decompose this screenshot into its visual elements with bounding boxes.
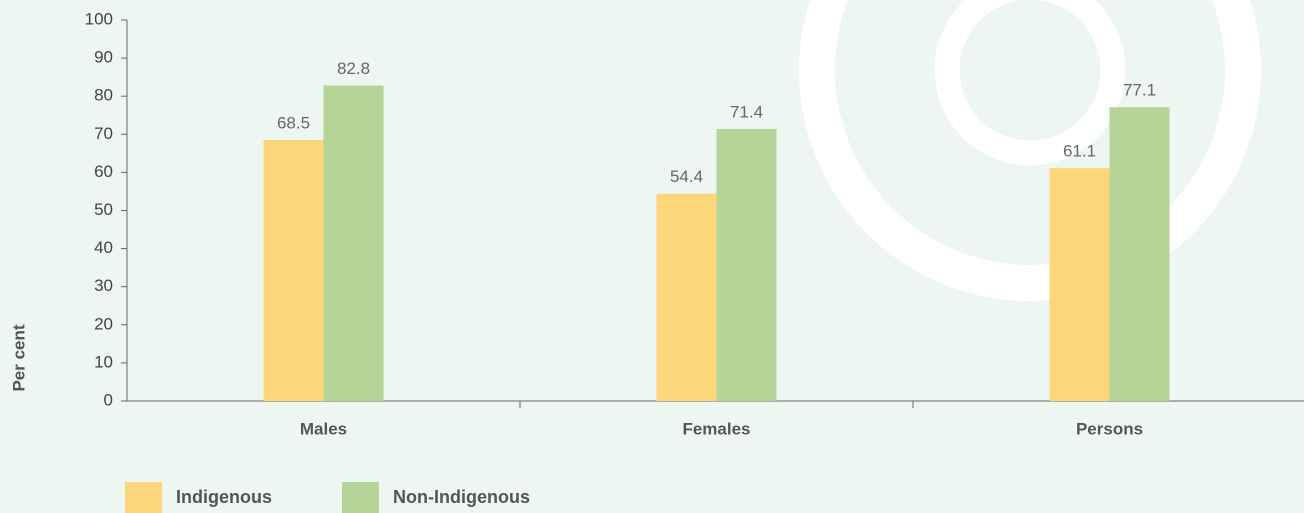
legend-label: Indigenous: [176, 487, 272, 507]
y-tick-label: 90: [94, 48, 113, 67]
bar: [263, 140, 324, 401]
data-label: 61.1: [1063, 142, 1096, 161]
x-tick-label: Females: [682, 419, 750, 438]
bar: [1109, 107, 1170, 402]
data-label: 54.4: [670, 167, 703, 186]
y-tick-label: 20: [94, 314, 113, 333]
data-label: 71.4: [730, 102, 763, 121]
bar: [1049, 168, 1110, 401]
bar: [716, 128, 777, 401]
legend-swatch: [342, 482, 379, 513]
y-tick-label: 30: [94, 276, 113, 295]
y-tick-label: 80: [94, 86, 113, 105]
y-tick-label: 50: [94, 200, 113, 219]
ring: [934, 0, 1126, 166]
ring: [799, 0, 1261, 301]
y-tick-label: 10: [94, 352, 113, 371]
y-tick-label: 0: [104, 390, 113, 409]
data-label: 77.1: [1123, 81, 1156, 100]
y-tick-label: 60: [94, 162, 113, 181]
y-tick-label: 70: [94, 124, 113, 143]
x-tick-label: Males: [300, 419, 347, 438]
bar: [323, 85, 384, 402]
data-label: 82.8: [337, 59, 370, 78]
data-label: 68.5: [277, 113, 310, 132]
y-axis-label: Per cent: [9, 324, 28, 391]
bar: [656, 193, 717, 401]
y-tick-label: 100: [85, 9, 113, 28]
legend-swatch: [125, 482, 162, 513]
legend-label: Non-Indigenous: [393, 487, 530, 507]
decoration: [799, 0, 1261, 301]
y-tick-label: 40: [94, 238, 113, 257]
x-tick-label: Persons: [1076, 419, 1143, 438]
